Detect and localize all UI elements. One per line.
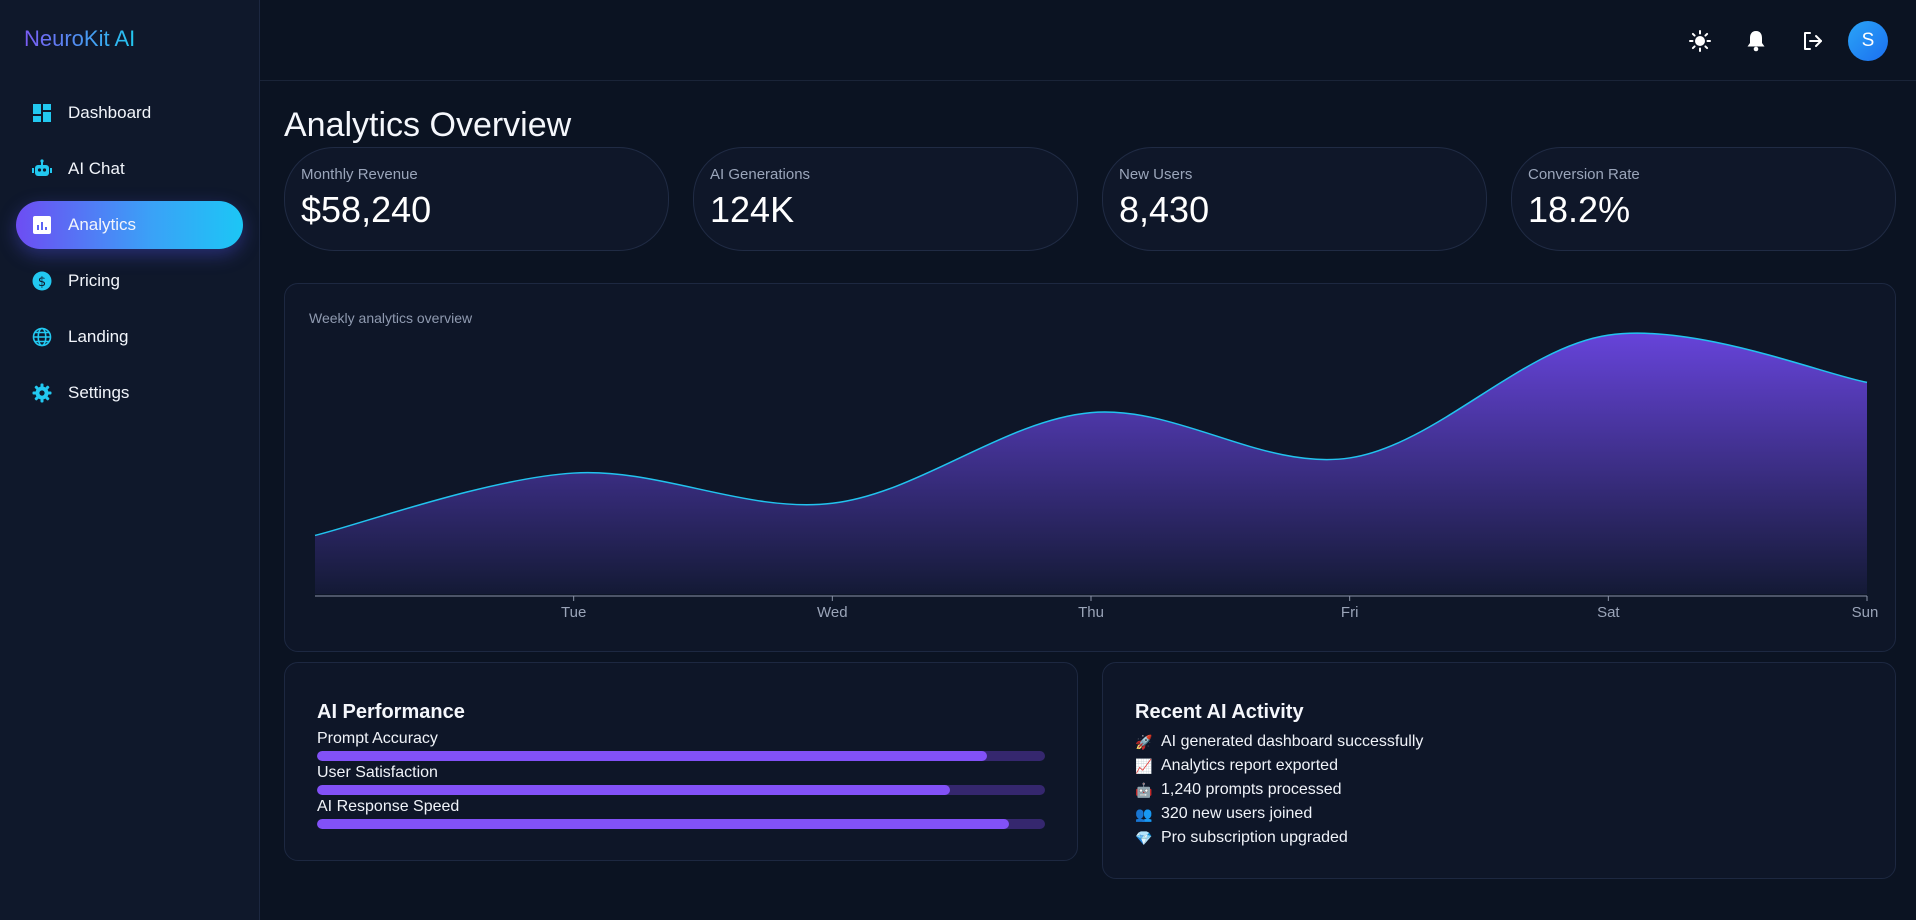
weekly-analytics-chart: Tue Wed Thu Fri Sat Sun Weekly analytics over… (284, 283, 1896, 652)
kpi-value: $58,240 (301, 189, 432, 230)
progress-fill (317, 785, 951, 795)
bell-icon[interactable] (1736, 21, 1776, 61)
x-tick-label: Wed (817, 604, 848, 621)
robot-icon (32, 159, 52, 179)
list-item: 🚀 AI generated dashboard successfully (1135, 730, 1423, 754)
metric-label: User Satisfaction (317, 764, 438, 781)
sidebar-item-dashboard[interactable]: Dashboard (16, 89, 243, 137)
x-tick-label: Fri (1341, 604, 1359, 621)
x-tick-label: Sun (1852, 604, 1879, 621)
series-line (314, 332, 1868, 537)
sidebar-item-ai-chat[interactable]: AI Chat (16, 145, 243, 193)
activity-text: Pro subscription upgraded (1161, 829, 1348, 846)
topbar: S (260, 0, 1916, 81)
robot-face-icon: 🤖 (1135, 781, 1153, 798)
card-title: AI Performance (317, 701, 465, 723)
sidebar-item-label: Analytics (68, 215, 137, 234)
kpi-label: Monthly Revenue (301, 166, 418, 183)
kpi-card-monthly-revenue: Monthly Revenue $58,240 (284, 147, 669, 251)
gem-icon: 💎 (1135, 829, 1153, 846)
progress-track (317, 819, 1045, 829)
progress-fill (317, 819, 1009, 829)
list-item: 👥 320 new users joined (1135, 802, 1423, 826)
recent-ai-activity-card: Recent AI Activity 🚀 AI generated dashbo… (1102, 662, 1896, 879)
kpi-value: 18.2% (1528, 189, 1631, 230)
activity-text: 1,240 prompts processed (1161, 781, 1342, 798)
kpi-value: 124K (710, 189, 795, 230)
sidebar-item-pricing[interactable]: $ Pricing (16, 257, 243, 305)
sidebar-item-label: Landing (68, 327, 129, 346)
activity-text: AI generated dashboard successfully (1161, 733, 1424, 750)
activity-text: Analytics report exported (1161, 757, 1338, 774)
ai-performance-card: AI Performance Prompt Accuracy User Sati… (284, 662, 1078, 861)
kpi-card-new-users: New Users 8,430 (1102, 147, 1487, 251)
sidebar-item-label: Pricing (68, 271, 120, 290)
users-icon: 👥 (1135, 805, 1153, 822)
list-item: 📈 Analytics report exported (1135, 754, 1423, 778)
list-item: 💎 Pro subscription upgraded (1135, 826, 1423, 850)
avatar[interactable]: S (1848, 21, 1888, 61)
kpi-label: AI Generations (710, 166, 811, 183)
sidebar-item-analytics[interactable]: Analytics (16, 201, 243, 249)
metric-prompt-accuracy: Prompt Accuracy (317, 730, 1045, 761)
sidebar-item-label: Dashboard (68, 103, 152, 122)
dollar-icon: $ (32, 271, 52, 291)
chart-title: Weekly analytics overview (309, 310, 473, 326)
sidebar-item-label: Settings (68, 383, 130, 402)
chart-canvas: Tue Wed Thu Fri Sat Sun (314, 332, 1879, 621)
progress-track (317, 785, 1045, 795)
metric-user-satisfaction: User Satisfaction (317, 764, 1045, 795)
gear-icon (32, 383, 52, 403)
chart-increasing-icon: 📈 (1135, 757, 1153, 774)
kpi-card-ai-generations: AI Generations 124K (693, 147, 1078, 251)
logout-icon[interactable] (1792, 21, 1832, 61)
rocket-icon: 🚀 (1135, 733, 1153, 750)
metric-ai-response-speed: AI Response Speed (317, 798, 1045, 829)
analytics-icon (32, 215, 52, 235)
kpi-label: New Users (1119, 166, 1193, 183)
svg-text:$: $ (38, 275, 46, 290)
brand-logo[interactable]: NeuroKit AI (24, 26, 136, 51)
progress-fill (317, 751, 987, 761)
sidebar-item-settings[interactable]: Settings (16, 369, 243, 417)
topbar-actions: S (1664, 21, 1888, 61)
kpi-value: 8,430 (1119, 189, 1210, 230)
list-item: 🤖 1,240 prompts processed (1135, 778, 1423, 802)
globe-icon (32, 327, 52, 347)
sidebar-item-landing[interactable]: Landing (16, 313, 243, 361)
sidebar: NeuroKit AI Dashboard AI Chat Analytics … (0, 0, 260, 920)
series-area (315, 333, 1867, 594)
metric-label: Prompt Accuracy (317, 730, 438, 747)
activity-text: 320 new users joined (1161, 805, 1313, 822)
dashboard-icon (32, 103, 52, 123)
x-tick-label: Thu (1078, 604, 1104, 621)
sidebar-nav: Dashboard AI Chat Analytics $ Pricing La… (16, 89, 243, 425)
card-title: Recent AI Activity (1135, 701, 1304, 723)
kpi-card-conversion-rate: Conversion Rate 18.2% (1511, 147, 1896, 251)
x-tick-label: Tue (561, 604, 586, 621)
sun-icon[interactable] (1680, 21, 1720, 61)
activity-list: 🚀 AI generated dashboard successfully 📈 … (1135, 730, 1423, 850)
sidebar-item-label: AI Chat (68, 159, 125, 178)
kpi-label: Conversion Rate (1528, 166, 1640, 183)
progress-track (317, 751, 1045, 761)
x-tick-label: Sat (1597, 604, 1620, 621)
page-title: Analytics Overview (284, 106, 572, 144)
metric-label: AI Response Speed (317, 798, 460, 815)
